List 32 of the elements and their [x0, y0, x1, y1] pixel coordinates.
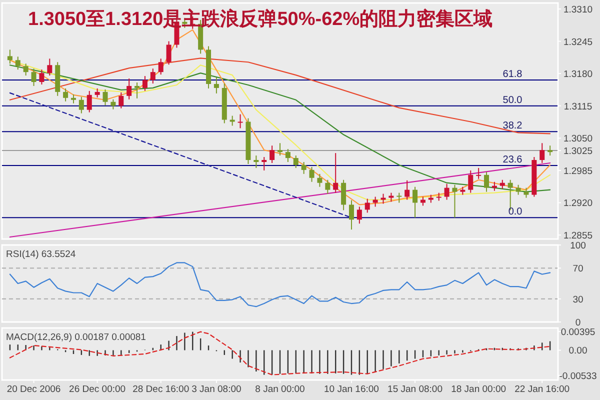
chart-title: RSI(14) 63.5524 [6, 249, 76, 260]
y-tick-label: 1.3310 [563, 4, 593, 16]
y-tick-label: 1.2920 [563, 198, 593, 210]
x-tick-label: 8 Jan 00:00 [255, 384, 305, 395]
y-tick-label: 0.00 [568, 346, 588, 357]
x-tick-label: 22 Jan 16:00 [514, 384, 570, 395]
annotation: 0.0 [508, 206, 523, 218]
annotation: 61.8 [502, 69, 523, 80]
y-tick-label: 70 [572, 264, 584, 275]
chart-title: MACD(12,26,9) 0.00187 0.00081 [6, 332, 146, 343]
x-tick-label: 15 Jan 08:00 [388, 384, 442, 395]
y-tick-label: 1.2855 [563, 230, 593, 242]
y-tick-label: 1.3050 [563, 134, 593, 145]
y-tick-label: 1.3115 [564, 101, 592, 112]
y-tick-label: 100 [570, 240, 586, 252]
y-tick-label: 0.00395 [560, 327, 596, 338]
annotation: 38.2 [502, 120, 523, 132]
y-tick-label: 0 [575, 318, 581, 328]
annotation: 50.0 [502, 94, 523, 106]
y-tick-label: 1.3025 [563, 146, 593, 158]
y-tick-label: -0.00533 [559, 370, 597, 382]
x-tick-label: 26 Dec 00:00 [69, 384, 126, 395]
y-tick-label: 1.3245 [563, 36, 593, 48]
y-tick-label: 1.2985 [563, 166, 593, 177]
x-tick-label: 28 Dec 16:00 [132, 384, 190, 395]
y-tick-label: 1.3180 [563, 69, 593, 80]
x-tick-label: 18 Jan 00:00 [451, 384, 506, 395]
x-tick-label: 20 Dec 2006 [6, 384, 61, 395]
x-tick-label: 3 Jan 08:00 [192, 384, 242, 395]
annotation: 23.6 [502, 154, 523, 166]
y-tick-label: 30 [572, 294, 584, 306]
x-tick-label: 10 Jan 16:00 [324, 384, 379, 395]
